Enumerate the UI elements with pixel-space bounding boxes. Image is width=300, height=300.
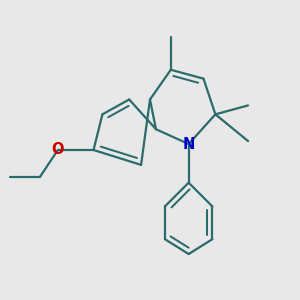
Text: N: N xyxy=(182,136,195,152)
Text: O: O xyxy=(52,142,64,158)
